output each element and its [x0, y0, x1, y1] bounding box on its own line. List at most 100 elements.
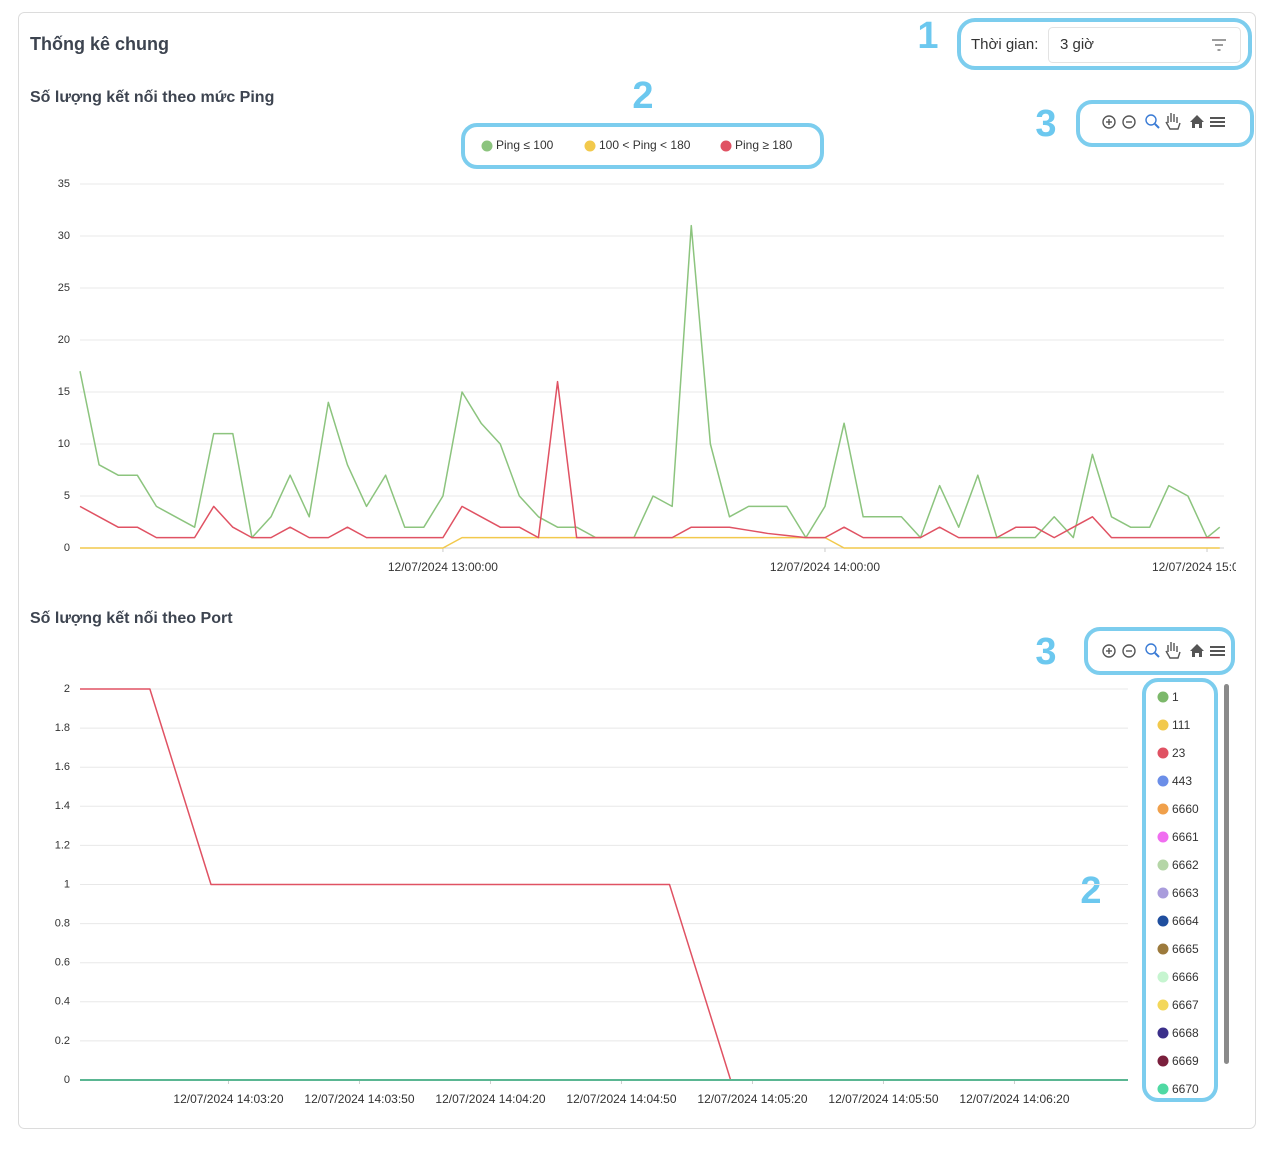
y-tick-label: 20 — [58, 334, 70, 346]
legend-marker — [481, 140, 493, 152]
legend-marker — [1157, 859, 1169, 871]
zoom-in[interactable] — [1102, 644, 1116, 658]
legend-marker — [1157, 999, 1169, 1011]
legend-marker — [1157, 887, 1169, 899]
legend-label: 111 — [1172, 718, 1191, 732]
y-tick-label: 0.4 — [55, 996, 70, 1008]
page-title: Thống kê chung — [30, 34, 169, 54]
y-tick-label: 0.6 — [55, 957, 70, 969]
filter-value[interactable]: 3 giờ — [1060, 36, 1094, 53]
legend-label: 443 — [1172, 774, 1192, 788]
y-tick-label: 0 — [64, 542, 70, 554]
x-tick-labels: 12/07/2024 13:00:00 12/07/2024 14:00:00 12… — [388, 560, 1262, 574]
legend-label: Ping ≤ 100 — [496, 138, 554, 152]
legend-marker — [1157, 971, 1169, 983]
series-line — [79, 224, 1221, 539]
filter-label: Thời gian: — [971, 36, 1038, 53]
legend-marker — [1157, 719, 1169, 731]
zoom-out[interactable] — [1122, 644, 1136, 658]
x-tick-label: 12/07/2024 14:06:20 — [959, 1092, 1069, 1106]
y-tick-label: 35 — [58, 178, 70, 190]
annotation: 3 — [1035, 103, 1056, 145]
zoom-in[interactable] — [1102, 115, 1116, 129]
pan[interactable] — [1165, 113, 1181, 130]
legend-label: 6660 — [1172, 802, 1199, 816]
reset[interactable] — [1190, 644, 1204, 657]
y-tick-label: 1.4 — [55, 800, 70, 812]
highlight — [1084, 627, 1235, 675]
legend-marker — [1157, 775, 1169, 787]
x-tick-label: 12/07/2024 14:04:50 — [566, 1092, 676, 1106]
legend-marker — [1157, 691, 1169, 703]
annotation: 2 — [1080, 870, 1101, 912]
legend-label: 6666 — [1172, 970, 1199, 984]
y-tick-label: 1 — [64, 878, 70, 890]
scrollbar[interactable] — [1224, 684, 1229, 1064]
legend-marker — [1157, 803, 1169, 815]
menu[interactable] — [1210, 646, 1225, 656]
y-tick-label: 0.2 — [55, 1035, 70, 1047]
legend-label: 6663 — [1172, 886, 1199, 900]
annotation: 2 — [632, 75, 653, 117]
legend-label: 6661 — [1172, 830, 1199, 844]
y-tick-label: 1.2 — [55, 839, 70, 851]
pan[interactable] — [1165, 642, 1181, 659]
y-tick-label: 1.6 — [55, 761, 70, 773]
series-line — [79, 380, 1220, 539]
legend-label: 6668 — [1172, 1026, 1199, 1040]
y-tick-label: 15 — [58, 386, 70, 398]
x-tick-label: 12/07/2024 14:04:20 — [435, 1092, 545, 1106]
y-tick-label: 0.8 — [55, 918, 70, 930]
y-tick-label: 0 — [64, 1074, 70, 1086]
x-tick-label: 12/07/2024 14:05:20 — [697, 1092, 807, 1106]
legend-label: 6667 — [1172, 998, 1199, 1012]
legend-marker — [1157, 1055, 1169, 1067]
legend-marker — [720, 140, 732, 152]
legend-label: 6669 — [1172, 1054, 1199, 1068]
legend-marker — [1157, 831, 1169, 843]
legend-marker — [584, 140, 596, 152]
x-tick-labels: 12/07/2024 14:03:20 12/07/2024 14:03:50 12… — [173, 1092, 1069, 1106]
x-tick-label: 12/07/2024 14:03:50 — [304, 1092, 414, 1106]
y-tick-label: 5 — [64, 490, 70, 502]
x-tick-label: 12/07/2024 14:05:50 — [828, 1092, 938, 1106]
y-tick-label: 30 — [58, 230, 70, 242]
highlight — [461, 123, 824, 169]
x-tick-label: 12/07/2024 14:03:20 — [173, 1092, 283, 1106]
y-tick-label: 25 — [58, 282, 70, 294]
zoom-out[interactable] — [1122, 115, 1136, 129]
highlight — [1142, 678, 1218, 1102]
highlight — [957, 18, 1252, 70]
legend-label: 23 — [1172, 746, 1186, 760]
y-tick-label: 1.8 — [55, 722, 70, 734]
legend-marker — [1157, 1027, 1169, 1039]
reset[interactable] — [1190, 115, 1204, 128]
chart-title: Số lượng kết nối theo mức Ping — [30, 89, 274, 106]
filter-icon[interactable] — [1212, 39, 1226, 51]
legend-label: 1 — [1172, 690, 1179, 704]
y-tick-label: 2 — [64, 683, 70, 695]
x-tick-label: 12/07/2024 13:00:00 — [388, 560, 498, 574]
highlight — [1076, 100, 1254, 147]
x-tick-label: 12/07/2024 14:00:00 — [770, 560, 880, 574]
card — [18, 12, 1256, 1129]
legend-marker — [1157, 747, 1169, 759]
zoom-select[interactable] — [1145, 114, 1160, 129]
legend-label: 6664 — [1172, 914, 1199, 928]
legend-label: 6670 — [1172, 1082, 1199, 1096]
legend-marker — [1157, 1083, 1169, 1095]
legend-marker — [1157, 943, 1169, 955]
chart-toolbar — [1102, 113, 1225, 130]
annotation: 3 — [1035, 631, 1056, 673]
legend-label: 6662 — [1172, 858, 1199, 872]
menu[interactable] — [1210, 117, 1225, 127]
zoom-select[interactable] — [1145, 643, 1160, 658]
x-tick-label: 12/07/2024 15:00:00 — [1152, 560, 1262, 574]
time-select[interactable] — [1048, 27, 1241, 63]
chart-toolbar — [1102, 642, 1225, 659]
annotation: 1 — [917, 15, 938, 57]
legend-label: Ping ≥ 180 — [735, 138, 793, 152]
y-tick-label: 10 — [58, 438, 70, 450]
legend-label: 6665 — [1172, 942, 1199, 956]
